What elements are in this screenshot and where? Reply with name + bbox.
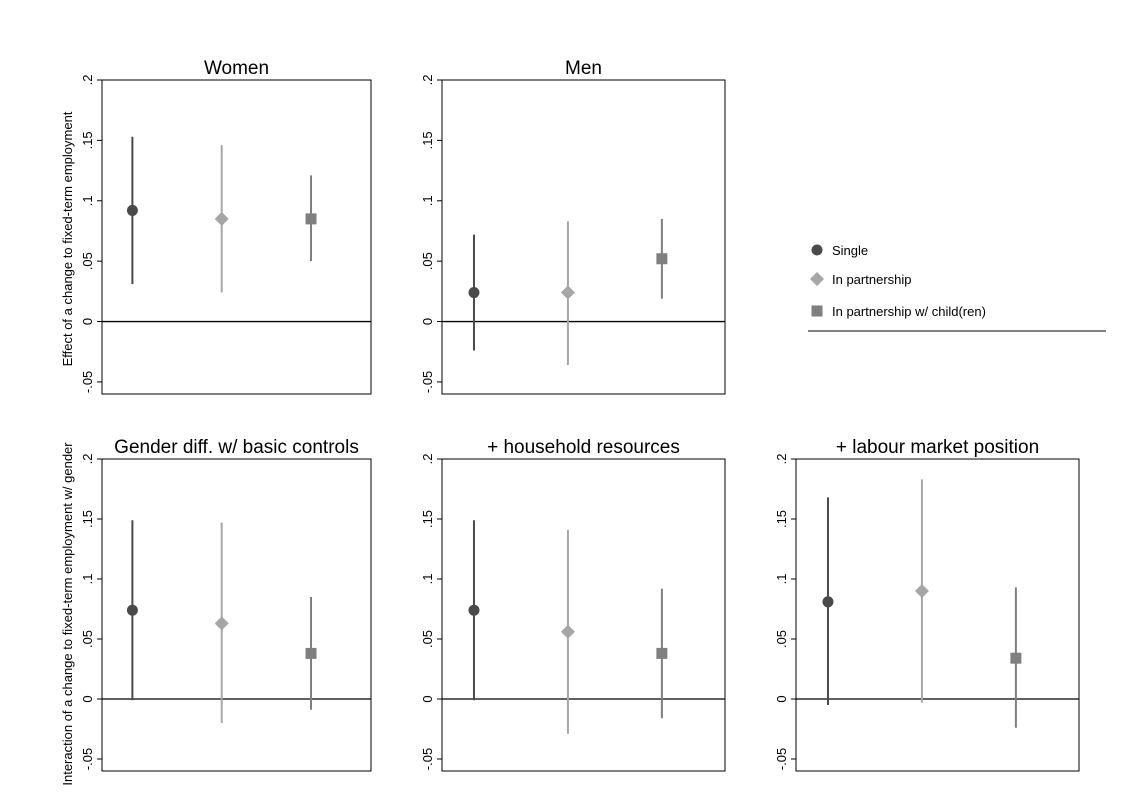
legend: Single In partnership In partnership w/ ch… bbox=[808, 243, 1106, 332]
point-in-partnership-w-child-ren bbox=[656, 647, 668, 659]
y-tick-label: 0 bbox=[80, 695, 95, 702]
y-tick-label: .15 bbox=[774, 510, 789, 528]
y-tick-label: 0 bbox=[420, 318, 435, 325]
point-in-partnership-w-child-ren bbox=[305, 213, 317, 225]
y-tick-label: -.05 bbox=[420, 748, 435, 770]
panel-title: + labour market position bbox=[836, 437, 1039, 458]
legend-item-in-partnership-w-child-ren: In partnership w/ child(ren) bbox=[811, 304, 986, 319]
panel-labour-market-position: + labour market position -.05 0 .05 .1 .15 .2 bbox=[774, 437, 1080, 772]
point-single bbox=[126, 604, 138, 616]
y-tick-label: .2 bbox=[420, 75, 435, 86]
legend-marker-circle bbox=[811, 244, 823, 256]
y-tick-label: 0 bbox=[774, 695, 789, 702]
y-tick-label: .2 bbox=[80, 454, 95, 465]
y-tick-label: .05 bbox=[420, 630, 435, 648]
y-axis-label-top-row: Effect of a change to fixed-term employm… bbox=[60, 111, 75, 366]
y-tick-label: .15 bbox=[420, 510, 435, 528]
legend-item-in-partnership: In partnership bbox=[810, 272, 912, 287]
y-axis-label-bottom-row: Interaction of a change to fixed-term em… bbox=[60, 442, 75, 786]
y-tick-label: .1 bbox=[420, 195, 435, 206]
point-in-partnership-w-child-ren bbox=[305, 647, 317, 659]
panel-men: Men -.05 0 .05 .1 .15 .2 bbox=[420, 58, 726, 395]
legend-item-single: Single bbox=[811, 243, 868, 258]
y-tick-label: .2 bbox=[774, 454, 789, 465]
y-tick-label: .2 bbox=[420, 454, 435, 465]
y-tick-label: -.05 bbox=[80, 748, 95, 770]
point-single bbox=[468, 287, 480, 299]
y-tick-label: .15 bbox=[80, 510, 95, 528]
plot-frame bbox=[101, 458, 372, 772]
plot-frame bbox=[795, 458, 1080, 772]
y-tick-label: .05 bbox=[80, 252, 95, 270]
legend-marker-square bbox=[811, 305, 823, 317]
y-tick-label: 0 bbox=[420, 695, 435, 702]
legend-marker-diamond bbox=[810, 272, 824, 286]
panel-title: Women bbox=[204, 58, 269, 79]
y-tick-label: .15 bbox=[80, 131, 95, 149]
y-tick-label: 0 bbox=[80, 318, 95, 325]
y-tick-label: -.05 bbox=[774, 748, 789, 770]
y-tick-label: -.05 bbox=[80, 371, 95, 393]
point-single bbox=[468, 604, 480, 616]
plot-frame bbox=[441, 79, 726, 395]
panel-title: Men bbox=[565, 58, 602, 79]
y-tick-label: -.05 bbox=[420, 371, 435, 393]
y-tick-label: .05 bbox=[774, 630, 789, 648]
panel-title: Gender diff. w/ basic controls bbox=[114, 437, 359, 458]
plot-frame bbox=[101, 79, 372, 395]
y-tick-label: .1 bbox=[80, 195, 95, 206]
legend-label: In partnership bbox=[832, 272, 912, 287]
point-in-partnership bbox=[914, 584, 929, 598]
point-in-partnership bbox=[214, 616, 229, 631]
y-tick-label: .1 bbox=[420, 574, 435, 585]
point-in-partnership bbox=[560, 285, 575, 300]
point-in-partnership bbox=[560, 624, 575, 639]
panel-gender-diff-w-basic-controls: Gender diff. w/ basic controls -.05 0 .05 .1… bbox=[80, 437, 372, 772]
y-tick-label: .1 bbox=[80, 574, 95, 585]
point-in-partnership bbox=[214, 211, 229, 226]
legend-label: In partnership w/ child(ren) bbox=[832, 304, 986, 319]
point-single bbox=[822, 596, 834, 608]
y-tick-label: .2 bbox=[80, 75, 95, 86]
y-tick-label: .1 bbox=[774, 574, 789, 585]
point-single bbox=[126, 204, 138, 216]
y-tick-label: .05 bbox=[420, 252, 435, 270]
panel-women: Women -.05 0 .05 .1 .15 .2 bbox=[80, 58, 372, 395]
legend-label: Single bbox=[832, 243, 868, 258]
plot-frame bbox=[441, 458, 726, 772]
panel-household-resources: + household resources -.05 0 .05 .1 .15 .2 bbox=[420, 437, 726, 772]
y-tick-label: .05 bbox=[80, 630, 95, 648]
point-in-partnership-w-child-ren bbox=[1010, 652, 1022, 664]
y-tick-label: .15 bbox=[420, 131, 435, 149]
panel-title: + household resources bbox=[487, 437, 680, 458]
point-in-partnership-w-child-ren bbox=[656, 253, 668, 265]
